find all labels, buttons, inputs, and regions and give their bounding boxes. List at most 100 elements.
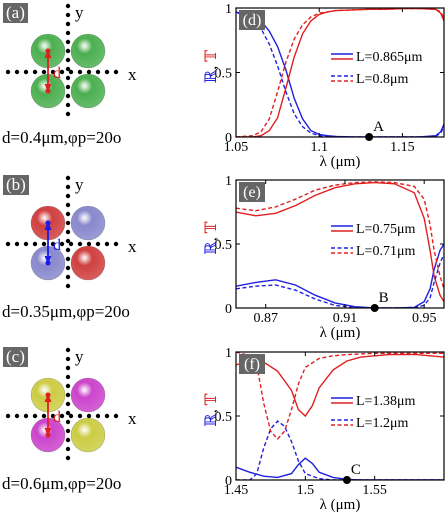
axis-dot xyxy=(95,241,101,247)
axis-dot xyxy=(65,184,71,190)
y-tick-label: 1 xyxy=(225,174,232,189)
axis-dot xyxy=(50,69,56,75)
axis-dot xyxy=(104,241,110,247)
panel-label-bg xyxy=(239,182,265,202)
arrowhead xyxy=(44,394,52,402)
axis-dot xyxy=(86,69,92,75)
x-tick-label: 0.91 xyxy=(333,311,358,326)
axis-dot xyxy=(65,102,71,108)
x-tick-label: 1.1 xyxy=(310,140,328,155)
sphere xyxy=(70,417,106,453)
sphere xyxy=(70,73,106,109)
legend-label: L=1.2μm xyxy=(356,416,408,431)
sphere xyxy=(70,205,106,241)
dimer-end xyxy=(45,260,51,266)
y-tick-label: 1 xyxy=(225,346,232,361)
series-line xyxy=(236,352,444,441)
axis-dot xyxy=(65,356,71,362)
axis-dot xyxy=(113,413,119,419)
axis-dot xyxy=(65,30,71,36)
x-tick-label: 0.95 xyxy=(412,311,437,326)
panel-label: (f) xyxy=(244,356,260,373)
axis-dot xyxy=(95,413,101,419)
axis-dot xyxy=(104,413,110,419)
series-line xyxy=(236,457,444,480)
axis-dot xyxy=(65,238,71,244)
axis-dot xyxy=(41,413,47,419)
axis-dot xyxy=(65,202,71,208)
y-axis-label: ℝ, 𝕋 xyxy=(203,221,220,254)
axis-dot xyxy=(65,3,71,9)
marker-point xyxy=(365,133,374,141)
axis-dot xyxy=(32,69,38,75)
axis-x-label: x xyxy=(128,65,137,84)
series-line xyxy=(236,11,444,137)
dim-label: d xyxy=(53,409,61,426)
chart-2: 1.45 1.5 1.55 0 0.5 1 λ (μm) ℝ, 𝕋 (f) L=1.38μm L=1… xyxy=(203,346,445,513)
axis-dot xyxy=(65,401,71,407)
marker-point xyxy=(342,476,351,484)
axis-dot xyxy=(65,21,71,27)
axis-dot xyxy=(14,241,20,247)
param-text-b: d=0.35μm,φp=20o xyxy=(2,302,130,322)
x-tick-label: 1.05 xyxy=(224,140,249,155)
sphere-diagram-c: y x d xyxy=(5,347,137,461)
axis-dot xyxy=(65,111,71,117)
axis-dot xyxy=(86,413,92,419)
dimer-end xyxy=(45,220,51,226)
x-tick-label: 1.5 xyxy=(297,483,315,498)
x-axis-label: λ (μm) xyxy=(320,325,361,341)
plot-frame xyxy=(235,7,445,138)
axis-dot xyxy=(65,410,71,416)
axis-dot xyxy=(65,93,71,99)
panel-c: y x d (c) d=0.6μm,φp=20o xyxy=(0,344,195,514)
sphere-diagram-a: y x d xyxy=(5,3,137,117)
series-line xyxy=(236,11,444,137)
arrowhead xyxy=(44,428,52,436)
panel-label-bg xyxy=(239,354,265,374)
axis-dot xyxy=(23,413,29,419)
axis-dot xyxy=(32,413,38,419)
axis-dot xyxy=(104,69,110,75)
y-tick-label: 0 xyxy=(225,474,232,489)
dimer-end xyxy=(45,88,51,94)
axis-dot xyxy=(65,175,71,181)
sphere xyxy=(70,245,106,281)
axis-dot xyxy=(65,283,71,289)
axis-x-label: x xyxy=(128,237,137,256)
axis-dot xyxy=(23,69,29,75)
axis-dot xyxy=(5,241,11,247)
axis-dot xyxy=(65,75,71,81)
axis-dot xyxy=(65,220,71,226)
axis-dot xyxy=(14,413,20,419)
sphere-diagram-b: y x d xyxy=(5,175,137,289)
axis-dot xyxy=(65,229,71,235)
axis-dot xyxy=(65,428,71,434)
axis-dot xyxy=(65,365,71,371)
param-value-c: d=0.6μm,φp=20o xyxy=(2,474,122,493)
axis-dot xyxy=(113,241,119,247)
panel-label-c: (c) xyxy=(3,347,28,367)
series-line xyxy=(236,243,444,308)
marker-label: B xyxy=(379,290,389,306)
axis-dot xyxy=(65,347,71,353)
axis-dot xyxy=(5,69,11,75)
y-axis-label: ℝ, 𝕋 xyxy=(203,393,220,426)
axis-dot xyxy=(68,69,74,75)
axis-dot xyxy=(59,69,65,75)
legend-label: L=0.865μm xyxy=(356,50,422,65)
series-line xyxy=(236,353,444,418)
panel-label-a: (a) xyxy=(3,3,28,23)
x-tick-label: 0.87 xyxy=(253,311,278,326)
axis-dot xyxy=(32,241,38,247)
chart-1: 0.87 0.91 0.95 0 0.5 1 λ (μm) ℝ, 𝕋 (e) L=0.75μm L=… xyxy=(203,174,445,341)
axis-dot xyxy=(65,39,71,45)
axis-dot xyxy=(65,193,71,199)
dimer-end xyxy=(45,432,51,438)
axis-dot xyxy=(65,12,71,18)
axis-dot xyxy=(68,241,74,247)
axis-dot xyxy=(41,69,47,75)
param-text-c: d=0.6μm,φp=20o xyxy=(2,474,121,494)
y-tick-label: 0.5 xyxy=(215,410,233,425)
arrowhead xyxy=(44,50,52,58)
